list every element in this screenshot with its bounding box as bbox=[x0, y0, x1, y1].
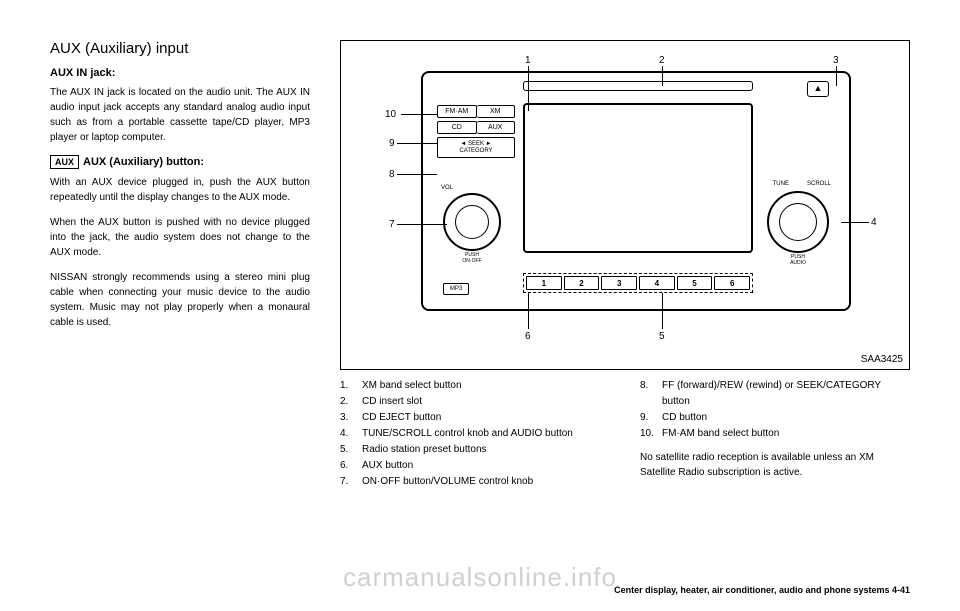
paragraph: NISSAN strongly recommends using a stere… bbox=[50, 270, 310, 330]
legend-right: 8.FF (forward)/REW (rewind) or SEEK/CATE… bbox=[640, 378, 910, 490]
page-footer: Center display, heater, air conditioner,… bbox=[614, 585, 910, 595]
seek-button: ◄ SEEK ► CATEGORY bbox=[437, 137, 515, 158]
mp3-badge: MP3 bbox=[443, 283, 469, 295]
legend-text: XM band select button bbox=[362, 378, 462, 394]
eject-button: ▲ bbox=[807, 81, 829, 97]
legend-left: 1.XM band select button 2.CD insert slot… bbox=[340, 378, 610, 490]
preset-button: 1 bbox=[526, 276, 562, 290]
legend-text: Radio station preset buttons bbox=[362, 442, 487, 458]
callout-7: 7 bbox=[389, 219, 395, 230]
category-label: CATEGORY bbox=[438, 148, 514, 155]
leader-line bbox=[528, 66, 529, 111]
leader-line bbox=[397, 143, 437, 144]
cd-button: CD bbox=[437, 121, 477, 134]
callout-8: 8 bbox=[389, 169, 395, 180]
paragraph: When the AUX button is pushed with no de… bbox=[50, 215, 310, 260]
leader-line bbox=[841, 222, 869, 223]
legend-num: 7. bbox=[340, 474, 362, 490]
legend-text: AUX button bbox=[362, 458, 413, 474]
aux-icon: AUX bbox=[50, 155, 79, 169]
radio-figure: ▲ FM·AM XM CD AUX ◄ SEEK ► CATEGORY bbox=[340, 40, 910, 370]
aux-button: AUX bbox=[477, 121, 516, 134]
legend-text: ON·OFF button/VOLUME control knob bbox=[362, 474, 533, 490]
callout-2: 2 bbox=[659, 55, 665, 66]
legend-num: 6. bbox=[340, 458, 362, 474]
tune-knob bbox=[767, 191, 829, 253]
callout-1: 1 bbox=[525, 55, 531, 66]
leader-line bbox=[528, 293, 529, 329]
fmam-button: FM·AM bbox=[437, 105, 477, 118]
callout-5: 5 bbox=[659, 331, 665, 342]
legend-num: 10. bbox=[640, 426, 662, 442]
preset-row: 1 2 3 4 5 6 bbox=[523, 273, 753, 293]
preset-button: 5 bbox=[677, 276, 713, 290]
legend-note: No satellite radio reception is availabl… bbox=[640, 450, 910, 480]
vol-label: VOL bbox=[441, 185, 453, 191]
leader-line bbox=[662, 66, 663, 86]
cd-slot bbox=[523, 81, 753, 91]
tune-label: TUNE bbox=[773, 181, 789, 187]
legend-text: FM·AM band select button bbox=[662, 426, 779, 442]
leader-line bbox=[836, 66, 837, 86]
tune-scroll-labels: TUNE SCROLL bbox=[773, 181, 831, 187]
button-group: FM·AM XM CD AUX ◄ SEEK ► CATEGORY bbox=[437, 105, 515, 158]
legend-num: 3. bbox=[340, 410, 362, 426]
legend-text: CD insert slot bbox=[362, 394, 422, 410]
aux-in-jack-heading: AUX IN jack: bbox=[50, 67, 310, 79]
paragraph: With an AUX device plugged in, push the … bbox=[50, 175, 310, 205]
section-title: AUX (Auxiliary) input bbox=[50, 40, 310, 57]
legend-text: TUNE/SCROLL control knob and AUDIO butto… bbox=[362, 426, 573, 442]
preset-button: 4 bbox=[639, 276, 675, 290]
legend-num: 4. bbox=[340, 426, 362, 442]
callout-9: 9 bbox=[389, 138, 395, 149]
xm-button: XM bbox=[477, 105, 516, 118]
callout-10: 10 bbox=[385, 109, 396, 120]
heading-text: AUX (Auxiliary) button: bbox=[83, 156, 204, 168]
display-screen bbox=[523, 103, 753, 253]
preset-button: 3 bbox=[601, 276, 637, 290]
legend-num: 5. bbox=[340, 442, 362, 458]
legend-num: 8. bbox=[640, 378, 662, 410]
legend-num: 9. bbox=[640, 410, 662, 426]
legend-text: CD EJECT button bbox=[362, 410, 441, 426]
paragraph: The AUX IN jack is located on the audio … bbox=[50, 85, 310, 145]
callout-3: 3 bbox=[833, 55, 839, 66]
preset-button: 2 bbox=[564, 276, 600, 290]
aux-button-heading: AUX AUX (Auxiliary) button: bbox=[50, 155, 310, 169]
figure-code: SAA3425 bbox=[861, 354, 903, 365]
audio-label: PUSHAUDIO bbox=[775, 255, 821, 266]
scroll-label: SCROLL bbox=[807, 181, 831, 187]
legend-num: 1. bbox=[340, 378, 362, 394]
radio-unit: ▲ FM·AM XM CD AUX ◄ SEEK ► CATEGORY bbox=[421, 71, 851, 311]
callout-4: 4 bbox=[871, 217, 877, 228]
volume-knob bbox=[443, 193, 501, 251]
legend-text: CD button bbox=[662, 410, 707, 426]
legend-text: FF (forward)/REW (rewind) or SEEK/CATEGO… bbox=[662, 378, 910, 410]
preset-button: 6 bbox=[714, 276, 750, 290]
callout-6: 6 bbox=[525, 331, 531, 342]
leader-line bbox=[397, 174, 437, 175]
leader-line bbox=[401, 114, 437, 115]
seek-label: ◄ SEEK ► bbox=[438, 141, 514, 148]
leader-line bbox=[662, 293, 663, 329]
leader-line bbox=[397, 224, 447, 225]
onoff-label: PUSHON·OFF bbox=[447, 253, 497, 264]
legend-num: 2. bbox=[340, 394, 362, 410]
